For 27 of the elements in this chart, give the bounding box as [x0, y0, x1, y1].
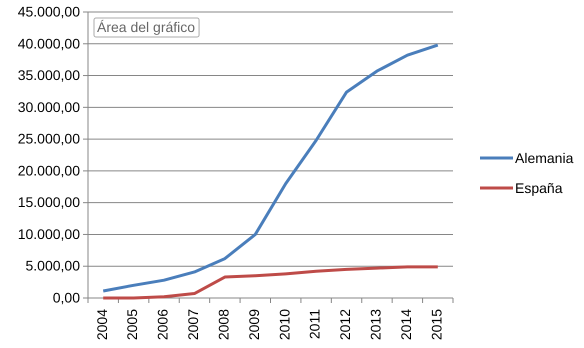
x-tick-label: 2009 — [246, 308, 262, 340]
y-tick-label: 20.000,00 — [18, 162, 80, 178]
x-tick-label: 2011 — [306, 308, 323, 340]
y-tick-label: 25.000,00 — [18, 130, 80, 147]
x-tick-label: 2004 — [94, 308, 110, 340]
y-tick-label: 10.000,00 — [18, 226, 80, 242]
legend-label: España — [515, 180, 563, 196]
y-tick-label: 15.000,00 — [18, 194, 80, 210]
y-tick-label: 35.000,00 — [18, 67, 80, 84]
y-tick-label: 40.000,00 — [18, 35, 80, 52]
x-tick-label: 2008 — [215, 308, 232, 340]
line-series — [102, 44, 440, 293]
x-tick-label: 2015 — [428, 308, 444, 340]
y-tick-label: 0,00 — [52, 289, 80, 306]
x-tick-label: 2014 — [398, 308, 414, 340]
line-series — [102, 265, 440, 300]
x-tick-label: 2006 — [154, 308, 171, 340]
y-tick-label: 45.000,00 — [18, 3, 80, 20]
annotation: Área del gráfico — [97, 19, 196, 35]
x-tick-label: 2007 — [185, 308, 202, 340]
x-tick-label: 2005 — [124, 308, 140, 340]
y-tick-label: 5.000,00 — [26, 258, 80, 274]
x-tick-label: 2012 — [337, 308, 354, 340]
y-tick-label: 30.000,00 — [18, 98, 80, 115]
x-tick-label: 2013 — [368, 308, 384, 340]
x-tick-label: 2010 — [276, 308, 292, 340]
legend-label: Alemania — [515, 150, 574, 166]
